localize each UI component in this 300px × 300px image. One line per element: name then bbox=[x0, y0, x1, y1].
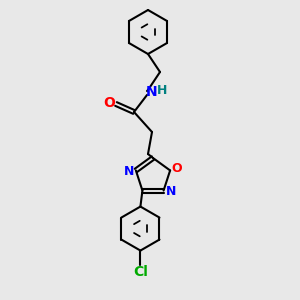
Text: N: N bbox=[146, 85, 158, 99]
Text: N: N bbox=[165, 185, 176, 198]
Text: O: O bbox=[172, 162, 182, 175]
Text: H: H bbox=[157, 85, 167, 98]
Text: Cl: Cl bbox=[133, 265, 148, 279]
Text: N: N bbox=[124, 165, 134, 178]
Text: O: O bbox=[103, 96, 115, 110]
